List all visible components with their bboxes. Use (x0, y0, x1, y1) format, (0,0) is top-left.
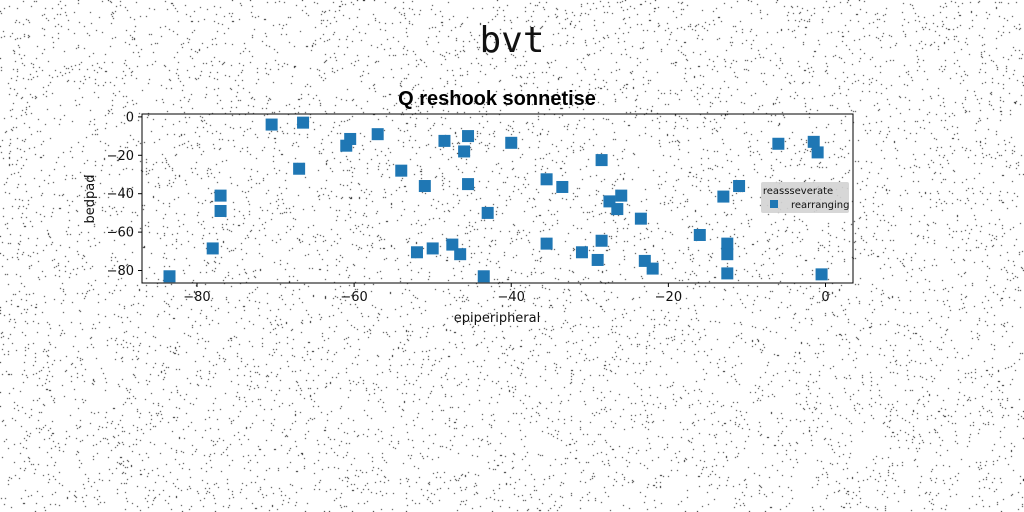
y-tick-label: 0 (126, 110, 134, 125)
data-point (462, 130, 475, 143)
data-point (395, 164, 408, 177)
y-tick-label: −40 (107, 187, 134, 202)
y-axis-label: bedpad (83, 175, 98, 224)
legend-box (761, 182, 849, 213)
data-point (693, 228, 706, 241)
data-point (344, 132, 357, 145)
data-point (807, 135, 820, 148)
data-point (458, 145, 471, 158)
legend-label: rearranging (791, 200, 850, 211)
data-point (815, 268, 828, 281)
data-point (721, 248, 734, 261)
data-point (556, 180, 569, 193)
data-point (721, 237, 734, 250)
x-tick-label: −40 (498, 290, 525, 305)
data-point (595, 154, 608, 167)
data-point (611, 203, 624, 216)
data-point (371, 128, 384, 141)
x-tick-label: −60 (340, 290, 367, 305)
data-point (426, 242, 439, 255)
data-point (717, 190, 730, 203)
y-axis: 0 −20 −40 −60 −80 (107, 110, 142, 279)
x-tick-label: 0 (821, 290, 829, 305)
data-point (733, 180, 746, 193)
data-point (591, 253, 604, 266)
data-point (454, 248, 467, 261)
data-point (615, 189, 628, 202)
data-point (646, 262, 659, 275)
x-axis-label: epiperipheral (454, 311, 540, 326)
data-point (462, 178, 475, 191)
data-point (206, 242, 219, 255)
data-point (410, 246, 423, 259)
chart-title: Q reshook sonnetise (398, 88, 596, 110)
data-point (297, 116, 310, 129)
legend: reassseverate rearranging (761, 182, 850, 213)
data-point (265, 118, 278, 131)
data-point (721, 267, 734, 280)
data-point (293, 162, 306, 175)
data-point (595, 234, 608, 247)
figure-suptitle: bvt (479, 20, 545, 61)
data-point (540, 173, 553, 186)
data-point (575, 246, 588, 259)
data-point (214, 189, 227, 202)
data-point (811, 146, 824, 159)
data-point (438, 134, 451, 147)
data-point (477, 270, 490, 283)
data-point (418, 180, 431, 193)
y-tick-label: −20 (107, 149, 134, 164)
data-point (163, 270, 176, 283)
data-point (214, 204, 227, 217)
x-tick-label: −20 (655, 290, 682, 305)
legend-marker (770, 200, 778, 208)
data-point (634, 212, 647, 225)
data-point (540, 237, 553, 250)
y-tick-label: −80 (107, 264, 134, 279)
data-point (446, 238, 459, 251)
data-point (772, 137, 785, 150)
y-tick-label: −60 (107, 226, 134, 241)
data-point (481, 206, 494, 219)
x-axis: −80 −60 −40 −20 0 (183, 283, 830, 305)
plot-frame (141, 113, 854, 284)
x-tick-label: −80 (183, 290, 210, 305)
series-rearranging (163, 116, 828, 283)
data-point (505, 136, 518, 149)
legend-title: reassseverate (763, 186, 833, 197)
